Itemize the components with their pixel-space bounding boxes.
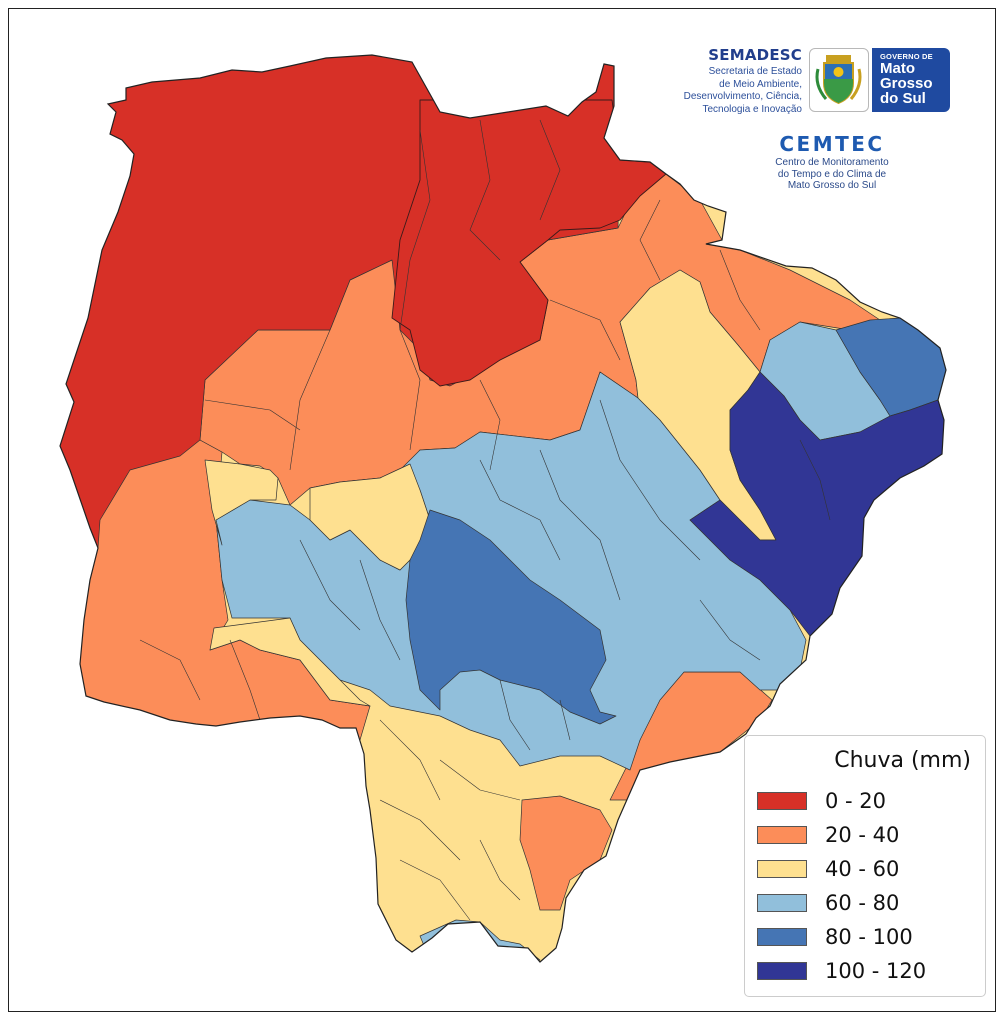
semadesc-line: Secretaria de Estado (708, 66, 802, 77)
legend-swatch (757, 928, 807, 946)
legend-item: 40 - 60 (757, 856, 899, 882)
government-logo: GOVERNO DE Mato Grosso do Sul (872, 48, 950, 112)
cemtec-subtitle: Centro de Monitoramento do Tempo e do Cl… (752, 157, 912, 192)
semadesc-line: de Meio Ambiente, (719, 78, 802, 90)
legend-item: 60 - 80 (757, 890, 899, 916)
government-logo-line: do Sul (880, 90, 926, 107)
state-crest-icon (809, 48, 869, 112)
logo-area: SEMADESC Secretaria de Estado de Meio Am… (660, 46, 960, 196)
legend-label: 0 - 20 (825, 789, 887, 813)
legend-label: 60 - 80 (825, 891, 900, 915)
legend-label: 20 - 40 (825, 823, 900, 847)
cemtec-line: do Tempo e do Clima de (777, 168, 887, 180)
map-legend: Chuva (mm) 0 - 20 20 - 40 40 - 60 60 - 8… (744, 735, 986, 997)
semadesc-title: SEMADESC (708, 46, 802, 64)
cemtec-line: Mato Grosso do Sul (787, 180, 877, 191)
legend-item: 80 - 100 (757, 924, 913, 950)
state-boundary (59, 54, 947, 963)
legend-label: 100 - 120 (825, 959, 927, 983)
legend-label: 80 - 100 (825, 925, 913, 949)
legend-label: 40 - 60 (825, 857, 900, 881)
legend-item: 100 - 120 (757, 958, 926, 984)
semadesc-line: Tecnologia e Inovação (702, 103, 802, 115)
semadesc-line: Desenvolvimento, Ciência, (683, 91, 802, 102)
legend-item: 0 - 20 (757, 788, 886, 814)
semadesc-subtitle: Secretaria de Estado de Meio Ambiente, D… (660, 66, 802, 116)
legend-swatch (757, 962, 807, 980)
legend-swatch (757, 860, 807, 878)
legend-swatch (757, 826, 807, 844)
legend-title: Chuva (mm) (834, 748, 971, 773)
semadesc-logo: SEMADESC Secretaria de Estado de Meio Am… (660, 46, 802, 116)
cemtec-title: CEMTEC (779, 132, 885, 156)
government-logo-small-text: GOVERNO DE (880, 52, 933, 61)
cemtec-logo: CEMTEC Centro de Monitoramento do Tempo … (752, 132, 912, 192)
legend-swatch (757, 894, 807, 912)
cemtec-line: Centro de Monitoramento (775, 157, 889, 168)
legend-item: 20 - 40 (757, 822, 899, 848)
government-logo-line: Grosso (880, 75, 933, 92)
legend-swatch (757, 792, 807, 810)
government-logo-line: Mato (880, 60, 915, 77)
